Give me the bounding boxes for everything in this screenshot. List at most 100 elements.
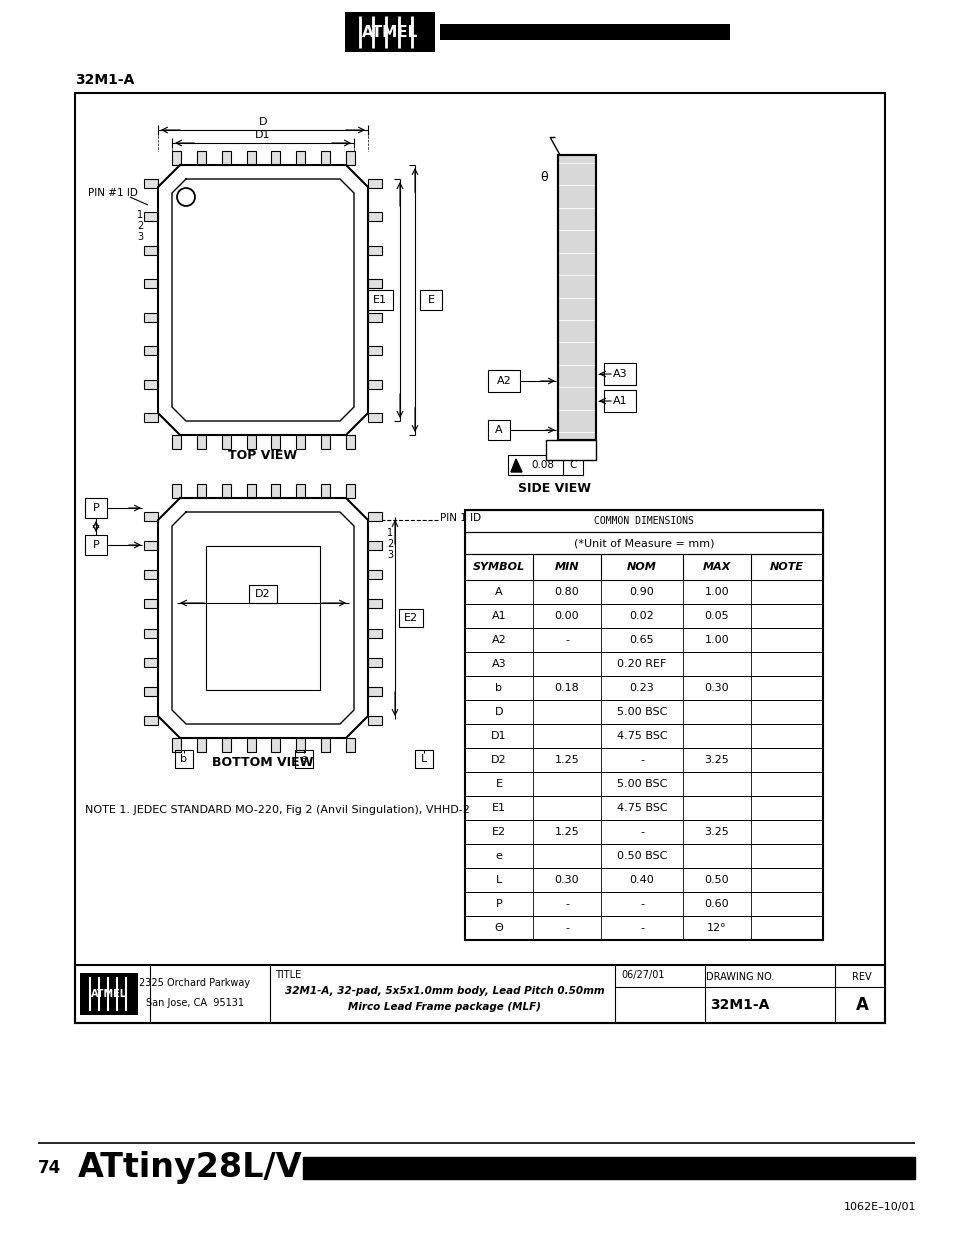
Text: D1: D1 (491, 731, 506, 741)
Bar (464, 797, 822, 820)
Text: 3: 3 (137, 232, 143, 242)
Bar (346, 151, 355, 165)
Text: -: - (639, 923, 643, 932)
Bar (368, 212, 381, 221)
Bar (296, 484, 305, 498)
Text: 0.50: 0.50 (704, 876, 728, 885)
Bar (488, 370, 519, 391)
Text: 3: 3 (387, 550, 393, 559)
Text: A2: A2 (497, 375, 511, 387)
Text: E: E (427, 295, 434, 305)
Text: Θ: Θ (494, 923, 503, 932)
Bar (464, 820, 822, 844)
Bar (249, 585, 276, 603)
Text: L: L (496, 876, 501, 885)
Bar (294, 750, 313, 768)
Bar (603, 390, 636, 412)
Bar (464, 868, 822, 892)
Text: b: b (495, 683, 502, 693)
Text: 0.02: 0.02 (629, 611, 654, 621)
Bar (464, 510, 822, 532)
Bar (272, 151, 280, 165)
Bar (464, 916, 822, 940)
Bar (488, 420, 510, 440)
Bar (144, 599, 158, 609)
Text: PIN #1 ID: PIN #1 ID (88, 188, 138, 198)
Bar (296, 151, 305, 165)
Text: A2: A2 (491, 635, 506, 645)
Text: -: - (639, 827, 643, 837)
Bar (464, 532, 822, 555)
Bar (368, 658, 381, 667)
Bar (345, 12, 435, 52)
Bar (144, 541, 158, 550)
Bar (464, 676, 822, 700)
Bar (368, 379, 381, 389)
Text: 74: 74 (38, 1158, 61, 1177)
Bar (464, 652, 822, 676)
Bar (368, 246, 381, 254)
Bar (85, 535, 107, 555)
Text: 0.60: 0.60 (704, 899, 728, 909)
Bar (144, 246, 158, 254)
Text: 1: 1 (137, 210, 143, 220)
Text: θ: θ (539, 170, 547, 184)
Text: E1: E1 (373, 295, 387, 305)
Text: BOTTOM VIEW: BOTTOM VIEW (213, 756, 314, 768)
Text: E2: E2 (403, 613, 417, 622)
Bar (464, 555, 822, 580)
Bar (144, 513, 158, 521)
Bar (85, 498, 107, 517)
Text: 32M1-A: 32M1-A (75, 73, 134, 86)
Bar (144, 212, 158, 221)
Text: 32M1-A: 32M1-A (710, 998, 769, 1011)
Bar (272, 435, 280, 450)
Text: 2: 2 (387, 538, 393, 550)
Text: b: b (180, 755, 188, 764)
Text: MIN: MIN (554, 562, 578, 572)
Bar (272, 484, 280, 498)
Text: A1: A1 (612, 396, 627, 406)
Text: NOTE: NOTE (769, 562, 803, 572)
Bar (464, 748, 822, 772)
Text: 0.65: 0.65 (629, 635, 654, 645)
Bar (368, 179, 381, 188)
Bar (464, 772, 822, 797)
Text: 0.80: 0.80 (554, 587, 578, 597)
Bar (144, 379, 158, 389)
Bar (246, 484, 255, 498)
Text: MAX: MAX (702, 562, 730, 572)
Text: 0.50 BSC: 0.50 BSC (617, 851, 666, 861)
Text: NOTE 1. JEDEC STANDARD MO-220, Fig 2 (Anvil Singulation), VHHD-2: NOTE 1. JEDEC STANDARD MO-220, Fig 2 (An… (85, 805, 470, 815)
Text: 0.30: 0.30 (554, 876, 578, 885)
Bar (321, 484, 330, 498)
Bar (80, 973, 138, 1015)
Bar (144, 412, 158, 422)
Bar (415, 750, 433, 768)
Bar (346, 435, 355, 450)
Bar (246, 435, 255, 450)
Bar (75, 93, 884, 1023)
Bar (296, 739, 305, 752)
Bar (321, 151, 330, 165)
Text: 06/27/01: 06/27/01 (620, 969, 664, 981)
Text: C: C (569, 459, 576, 471)
Bar (196, 739, 206, 752)
Bar (603, 363, 636, 385)
Bar (368, 290, 393, 310)
Bar (368, 279, 381, 288)
Text: TITLE: TITLE (274, 969, 301, 981)
Text: 12°: 12° (706, 923, 726, 932)
Text: San Jose, CA  95131: San Jose, CA 95131 (146, 998, 244, 1008)
Text: D2: D2 (254, 589, 271, 599)
Bar (221, 435, 231, 450)
Text: -: - (564, 899, 568, 909)
Text: 1.25: 1.25 (554, 827, 578, 837)
Bar (196, 435, 206, 450)
Text: P: P (496, 899, 502, 909)
Bar (144, 312, 158, 321)
Text: P: P (92, 503, 99, 513)
Text: 3.25: 3.25 (704, 827, 729, 837)
Bar (464, 580, 822, 604)
Text: 4.75 BSC: 4.75 BSC (616, 803, 666, 813)
